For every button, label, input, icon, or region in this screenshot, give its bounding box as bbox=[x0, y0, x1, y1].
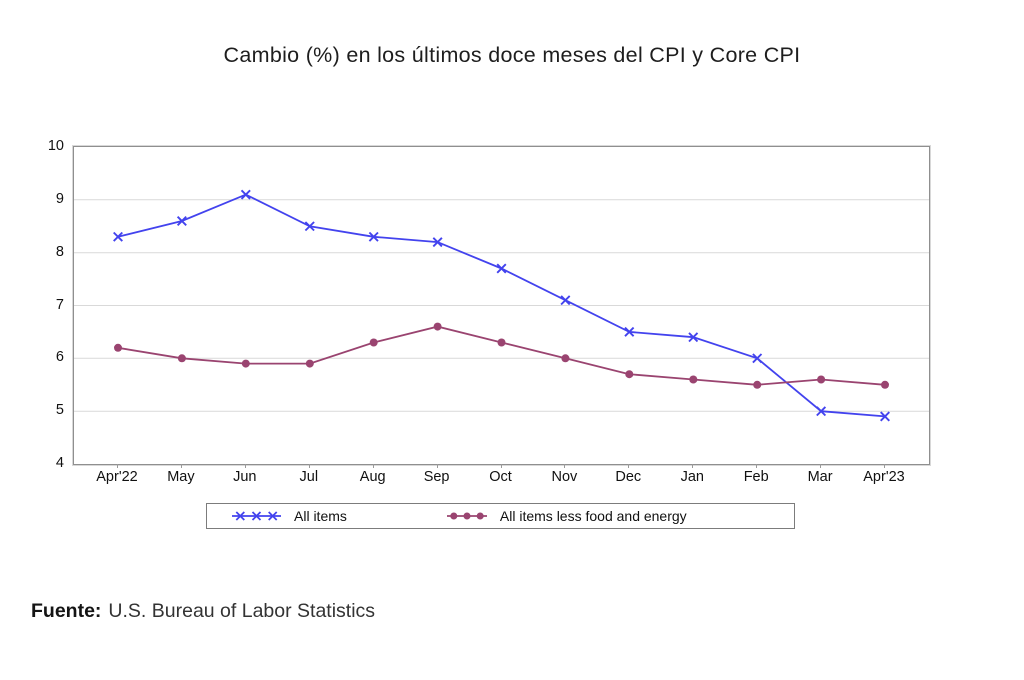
y-tick-label: 8 bbox=[55, 243, 64, 260]
x-tick-label: Sep bbox=[423, 469, 450, 485]
data-point-x-icon bbox=[304, 221, 315, 232]
x-tick-mark bbox=[180, 464, 182, 468]
data-point-x-icon bbox=[176, 216, 187, 226]
data-point-dot-icon bbox=[114, 343, 122, 352]
legend-label-all-items: All items bbox=[294, 508, 347, 524]
x-tick-mark bbox=[500, 464, 502, 468]
data-point-dot-icon bbox=[881, 380, 889, 389]
legend-item-core-cpi: All items less food and energy bbox=[446, 508, 687, 524]
plot-area bbox=[72, 145, 931, 466]
x-tick-label: Mar bbox=[807, 469, 833, 485]
data-point-dot-icon bbox=[177, 354, 186, 363]
data-point-dot-icon bbox=[689, 375, 698, 384]
y-tick-label: 6 bbox=[55, 349, 64, 366]
data-point-x-icon bbox=[816, 406, 827, 417]
data-point-dot-icon bbox=[433, 322, 442, 331]
x-axis-ticks bbox=[73, 464, 928, 470]
x-tick-mark bbox=[372, 464, 374, 468]
y-axis-labels: 4 5 6 7 8 9 10 bbox=[0, 138, 64, 471]
data-point-x-icon bbox=[113, 231, 123, 242]
data-point-x-icon bbox=[432, 237, 443, 248]
plot-canvas bbox=[74, 189, 929, 422]
data-point-dot-icon bbox=[305, 359, 314, 368]
x-tick-label: Dec bbox=[615, 469, 642, 485]
x-tick-mark bbox=[564, 464, 566, 468]
source-note: Fuente: U.S. Bureau of Labor Statistics bbox=[31, 600, 375, 623]
series-line-1 bbox=[117, 325, 886, 386]
legend-label-core-cpi: All items less food and energy bbox=[499, 508, 687, 524]
x-tick-mark bbox=[820, 464, 822, 468]
data-point-x-icon bbox=[880, 411, 890, 422]
legend-swatch-all-items-icon bbox=[232, 511, 281, 521]
x-tick-label: Nov bbox=[551, 469, 578, 485]
x-tick-label: Feb bbox=[743, 469, 769, 485]
x-tick-mark bbox=[308, 464, 310, 468]
data-point-x-icon bbox=[624, 326, 635, 337]
data-point-dot-icon bbox=[625, 370, 634, 379]
x-tick-label: Oct bbox=[489, 469, 512, 485]
source-text: U.S. Bureau of Labor Statistics bbox=[108, 600, 376, 622]
x-tick-label: Apr'23 bbox=[863, 469, 905, 485]
legend-swatch-core-cpi-icon bbox=[446, 512, 487, 520]
data-point-dot-icon bbox=[753, 380, 762, 389]
y-tick-label: 10 bbox=[47, 138, 64, 154]
data-point-dot-icon bbox=[241, 359, 250, 368]
x-tick-label: May bbox=[167, 469, 195, 485]
y-tick-label: 5 bbox=[55, 402, 64, 419]
data-point-x-icon bbox=[752, 353, 763, 364]
x-tick-label: Jul bbox=[299, 469, 319, 485]
x-tick-mark bbox=[756, 464, 758, 468]
y-tick-label: 9 bbox=[55, 190, 64, 207]
x-tick-mark bbox=[436, 464, 438, 468]
x-tick-mark bbox=[884, 464, 885, 468]
data-point-dot-icon bbox=[817, 375, 826, 384]
x-tick-mark bbox=[692, 464, 694, 468]
y-tick-label: 4 bbox=[55, 455, 64, 471]
x-tick-label: Jan bbox=[680, 469, 704, 485]
data-point-x-icon bbox=[240, 189, 251, 200]
data-point-x-icon bbox=[368, 231, 379, 242]
data-point-dot-icon bbox=[497, 338, 506, 347]
y-tick-label: 7 bbox=[55, 296, 64, 313]
x-tick-mark bbox=[244, 464, 246, 468]
data-point-dot-icon bbox=[561, 354, 570, 363]
x-tick-mark bbox=[628, 464, 630, 468]
data-point-x-icon bbox=[688, 332, 699, 343]
data-point-dot-icon bbox=[369, 338, 378, 347]
x-tick-mark bbox=[117, 464, 118, 468]
x-tick-label: Aug bbox=[359, 469, 386, 485]
x-axis-labels: Apr'22 May Jun Jul Aug Sep Oct Nov Dec Jan Feb Mar A… bbox=[73, 469, 928, 489]
data-point-x-icon bbox=[496, 263, 507, 274]
source-label: Fuente: bbox=[31, 600, 102, 622]
x-tick-label: Apr'22 bbox=[96, 469, 138, 485]
chart-title: Cambio (%) en los últimos doce meses del… bbox=[223, 43, 801, 67]
x-tick-label: Jun bbox=[233, 469, 257, 485]
legend-item-all-items: All items bbox=[232, 508, 347, 524]
data-point-x-icon bbox=[560, 295, 571, 306]
legend: All items All items less food and energy bbox=[206, 503, 795, 529]
